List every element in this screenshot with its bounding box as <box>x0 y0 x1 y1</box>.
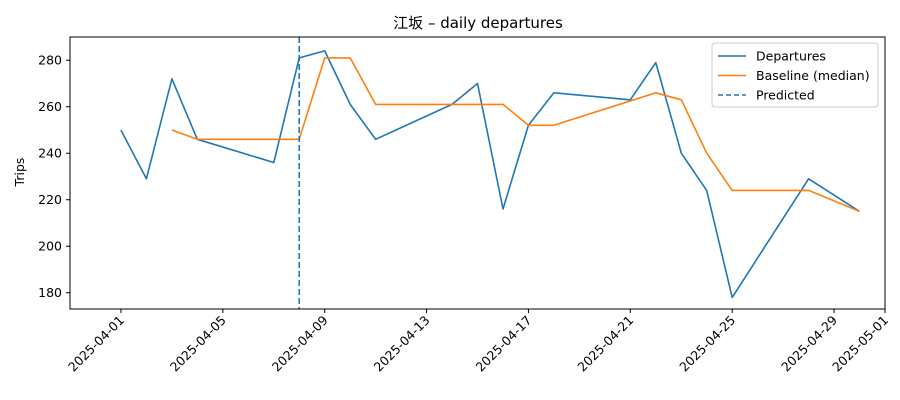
y-tick-label: 260 <box>38 99 62 114</box>
y-tick-label: 200 <box>38 239 62 254</box>
y-tick-label: 180 <box>38 285 62 300</box>
legend-label: Predicted <box>756 88 815 103</box>
y-tick-label: 240 <box>38 146 62 161</box>
y-tick-label: 280 <box>38 53 62 68</box>
legend-label: Baseline (median) <box>756 68 870 83</box>
series-line-1 <box>120 50 860 299</box>
chart-title: 江坂 – daily departures <box>393 14 563 32</box>
y-tick-label: 220 <box>38 192 62 207</box>
legend: Departures Baseline (median) Predicted <box>711 42 879 108</box>
plot-area <box>120 37 860 309</box>
legend-label: Departures <box>756 49 826 64</box>
axes-frame <box>69 36 886 310</box>
legend-box <box>711 42 879 108</box>
series-line-2 <box>171 57 860 213</box>
y-axis-label: Trips <box>12 158 27 188</box>
